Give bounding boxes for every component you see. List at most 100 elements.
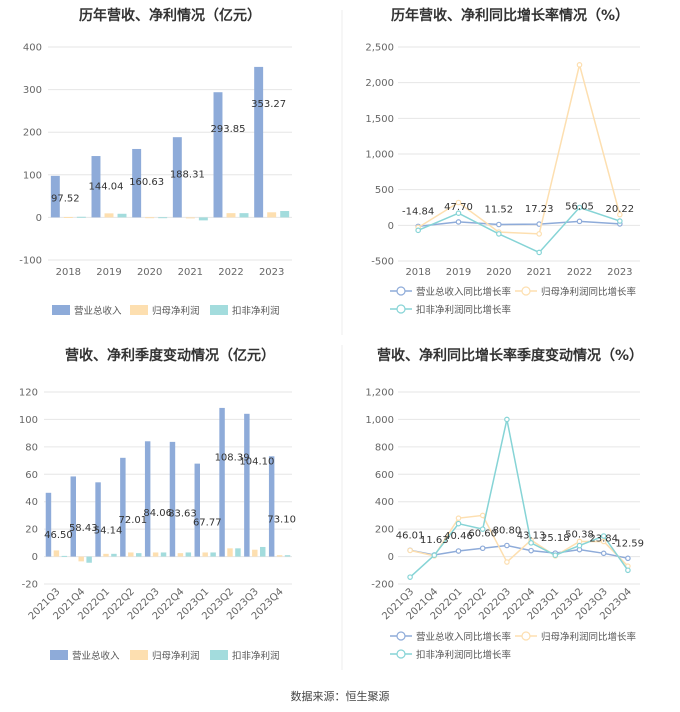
series-point [576, 542, 583, 549]
bar [120, 457, 126, 557]
legend-swatch [50, 650, 68, 660]
legend-label: 归母净利润 [152, 305, 200, 317]
bar [185, 552, 192, 557]
legend-label: 扣非净利润 [232, 650, 280, 662]
bar [284, 555, 291, 557]
y-tick-label: 600 [375, 470, 394, 481]
bar [70, 476, 76, 557]
data-source: 数据来源：恒生聚源 [291, 689, 390, 703]
data-label: 20.22 [606, 204, 635, 215]
bar [260, 546, 266, 557]
x-tick-label: 2019 [96, 267, 121, 278]
legend-swatch [210, 305, 228, 315]
series-point [600, 538, 607, 545]
legend-marker [396, 286, 406, 296]
series-point [455, 515, 462, 521]
y-tick-label: 80 [25, 442, 38, 453]
data-label: 97.52 [51, 194, 80, 205]
chart-title: 营收、净利季度变动情况（亿元） [65, 347, 275, 364]
bar [145, 217, 155, 219]
data-label: 293.85 [210, 124, 245, 135]
legend-marker [521, 631, 531, 641]
y-tick-label: 300 [23, 85, 42, 96]
y-tick-label: 1,000 [365, 415, 394, 426]
quarterly-growth-rate-chart: 营收、净利同比增长率季度变动情况（%） -200 0 200 400 600 800 1,00… [365, 347, 644, 661]
bar [172, 137, 182, 218]
series-point [415, 227, 421, 234]
bar [226, 213, 236, 218]
bar [235, 548, 241, 557]
bar [132, 148, 142, 218]
x-tick-label: 2018 [56, 267, 81, 278]
y-tick-label: 1,200 [365, 388, 394, 399]
bar [128, 552, 134, 557]
bar [252, 549, 258, 557]
series-line [417, 206, 621, 254]
bar [202, 552, 208, 557]
quarterly-revenue-profit-chart: 营收、净利季度变动情况（亿元）-200204060801001202021Q32… [19, 347, 296, 662]
y-tick-label: -200 [371, 580, 394, 591]
legend-label: 扣非净利润同比增长率 [416, 304, 512, 316]
y-tick-label: 0 [388, 552, 394, 563]
bar [219, 407, 225, 557]
bar [158, 217, 168, 219]
y-tick-label: 40 [25, 497, 38, 508]
data-label: 104.10 [239, 456, 274, 467]
data-label: 23.84 [589, 533, 618, 544]
bar [95, 482, 101, 557]
series-point [455, 219, 462, 225]
x-tick-label: 2023 [259, 267, 284, 278]
bar [280, 211, 290, 218]
x-tick-label: 2021 [526, 267, 551, 278]
y-tick-label: 400 [23, 43, 42, 54]
series-point [455, 520, 462, 527]
legend-label: 营业总收入 [72, 650, 120, 662]
y-tick-label: 200 [23, 128, 42, 139]
y-tick-label: 60 [25, 470, 38, 481]
series-point [455, 199, 462, 206]
data-label: 56.05 [565, 201, 594, 212]
x-tick-label: 2020 [486, 267, 511, 278]
legend-swatch [130, 650, 148, 660]
bar [76, 216, 86, 218]
legend-label: 营业总收入同比增长率 [416, 631, 512, 643]
legend-swatch [52, 305, 70, 315]
x-tick-label: 2022 [567, 267, 592, 278]
bar [160, 552, 167, 557]
bar [198, 217, 208, 221]
x-tick-label: 2020 [137, 267, 162, 278]
legend-label: 营业总收入同比增长率 [416, 286, 512, 298]
series-point [528, 540, 534, 546]
series-point [528, 547, 534, 554]
data-label: 40.46 [444, 531, 473, 542]
chart-title: 历年营收、净利情况（亿元） [79, 7, 261, 24]
series-line [417, 64, 621, 235]
bar [268, 456, 275, 557]
data-label: 43.13 [517, 531, 546, 542]
y-tick-label: 100 [19, 415, 38, 426]
y-tick-label: 1,000 [365, 150, 394, 161]
bar [50, 175, 60, 218]
chart-title: 营收、净利同比增长率季度变动情况（%） [377, 347, 643, 364]
bar [86, 556, 92, 563]
bar [111, 553, 117, 557]
y-tick-label: 1,500 [365, 114, 394, 125]
legend-marker [396, 631, 406, 641]
bar [210, 552, 216, 557]
series-point [479, 512, 486, 519]
y-tick-label: -100 [19, 256, 42, 267]
series-point [552, 552, 559, 559]
data-label: 353.27 [251, 99, 286, 110]
annual-growth-rate-chart: 历年营收、净利同比增长率情况（%） -500 0 500 1,000 1,500 2,000… [365, 7, 640, 316]
series-point [479, 526, 486, 532]
y-tick-label: 400 [375, 497, 394, 508]
data-label: 11.52 [485, 205, 514, 216]
bar [239, 213, 249, 218]
bar [267, 212, 277, 218]
series-point [455, 210, 462, 217]
bar [78, 556, 84, 562]
data-label: 73.10 [267, 514, 296, 525]
series-point [617, 218, 623, 224]
y-tick-label: 0 [32, 552, 38, 563]
bar [53, 550, 60, 557]
